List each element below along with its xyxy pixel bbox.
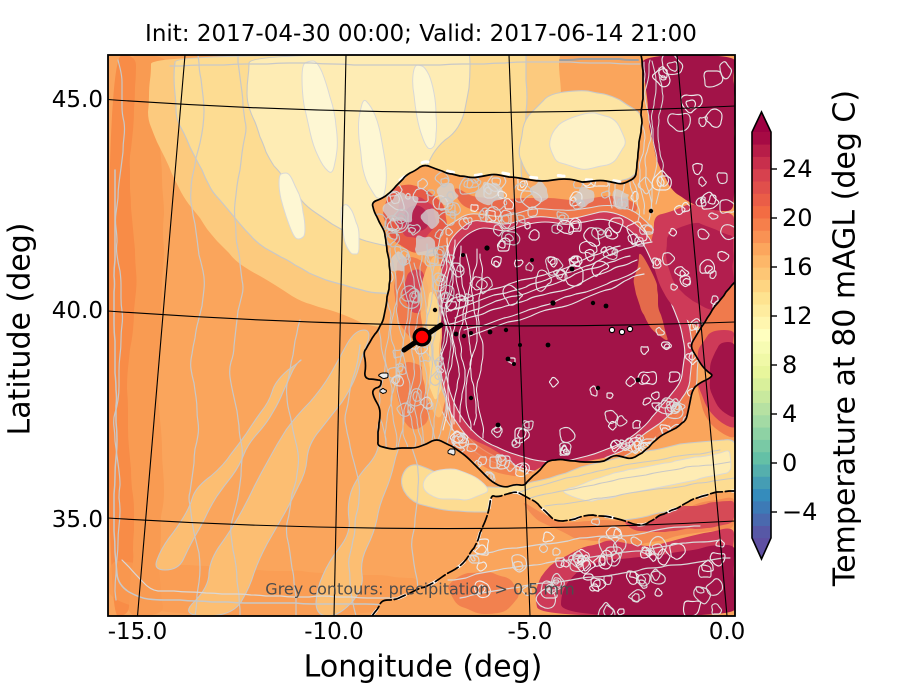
x-tick-label: 0.0 — [708, 619, 746, 645]
colorbar-tick-label: 12 — [782, 302, 813, 330]
x-tick-label: -10.0 — [304, 619, 364, 645]
colorbar-outline — [751, 110, 772, 561]
colorbar-tick-label: 16 — [782, 253, 813, 281]
station-marker — [401, 322, 444, 353]
colorbar-tick-label: 4 — [782, 400, 798, 428]
y-tick-label: 35.0 — [51, 506, 103, 533]
x-axis-label: Longitude (deg) — [303, 649, 543, 685]
x-tick-label: -5.0 — [507, 619, 553, 645]
y-tick-label: 40.0 — [51, 298, 103, 324]
africa-land — [372, 491, 735, 616]
axes-spine — [107, 54, 736, 617]
y-axis-label: Latitude (deg) — [2, 222, 38, 436]
colorbar-arrow-bottom — [752, 538, 771, 559]
precip-contour-note: Grey contours: precipitation > 0.5 mm — [265, 579, 575, 599]
colorbar-tick-label: 8 — [782, 351, 798, 379]
x-tick-label: -15.0 — [107, 619, 168, 645]
map-area — [108, 55, 735, 616]
colorbar-tick-label: −4 — [782, 498, 818, 526]
colorbar-tick-label: 0 — [782, 449, 798, 477]
colorbar — [751, 110, 777, 561]
colorbar-tick-label: 20 — [782, 204, 813, 232]
y-tick-label: 45.0 — [51, 86, 103, 113]
colorbar-label: Temperature at 80 mAGL (deg C) — [827, 89, 863, 587]
colorbar-arrow-top — [752, 112, 771, 132]
plot-title: Init: 2017-04-30 00:00; Valid: 2017-06-1… — [145, 21, 697, 47]
colorbar-tick-label: 24 — [782, 155, 813, 183]
colorbar-gradient — [752, 131, 771, 539]
